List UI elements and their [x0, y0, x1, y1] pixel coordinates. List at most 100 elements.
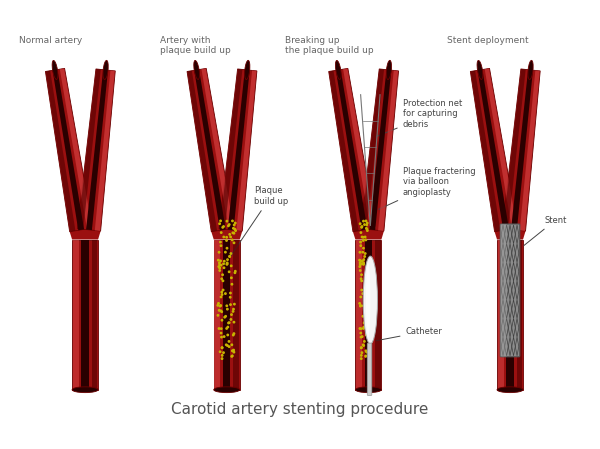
Circle shape [221, 336, 222, 338]
Circle shape [229, 256, 230, 257]
Circle shape [220, 296, 222, 298]
Circle shape [360, 245, 362, 247]
Polygon shape [82, 239, 89, 390]
Circle shape [226, 264, 227, 265]
Circle shape [362, 316, 364, 317]
FancyBboxPatch shape [367, 343, 372, 396]
Circle shape [221, 320, 223, 321]
Ellipse shape [214, 387, 240, 392]
Circle shape [359, 251, 361, 253]
Circle shape [221, 294, 223, 295]
Circle shape [361, 280, 362, 282]
Circle shape [359, 262, 361, 264]
Circle shape [224, 251, 226, 253]
Ellipse shape [355, 387, 382, 392]
Circle shape [361, 336, 363, 337]
Circle shape [226, 328, 227, 329]
Circle shape [362, 260, 363, 262]
Polygon shape [378, 70, 398, 231]
Circle shape [229, 322, 230, 323]
Circle shape [364, 304, 366, 305]
Polygon shape [77, 69, 115, 231]
Circle shape [364, 236, 366, 238]
Circle shape [359, 270, 361, 271]
Circle shape [366, 224, 367, 226]
Circle shape [217, 315, 218, 316]
Circle shape [220, 242, 221, 243]
Ellipse shape [366, 263, 370, 338]
Circle shape [365, 277, 366, 278]
Circle shape [367, 272, 368, 273]
Circle shape [235, 230, 236, 231]
Circle shape [361, 347, 362, 348]
Ellipse shape [335, 61, 341, 79]
Circle shape [230, 304, 231, 305]
Polygon shape [70, 225, 101, 239]
Ellipse shape [103, 60, 108, 79]
Polygon shape [485, 68, 517, 229]
Circle shape [218, 310, 220, 311]
Circle shape [217, 304, 218, 306]
Circle shape [228, 341, 230, 342]
Polygon shape [355, 239, 382, 390]
Circle shape [367, 230, 368, 231]
Circle shape [228, 322, 229, 324]
Circle shape [359, 223, 361, 224]
Circle shape [232, 220, 233, 222]
Polygon shape [194, 70, 226, 230]
Circle shape [233, 333, 235, 335]
Polygon shape [46, 70, 76, 232]
Circle shape [230, 292, 231, 294]
Text: Plaque fractering
via balloon
angioplasty: Plaque fractering via balloon angioplast… [379, 167, 475, 209]
Circle shape [220, 232, 222, 233]
Circle shape [225, 293, 226, 294]
Circle shape [365, 239, 367, 241]
Circle shape [360, 296, 362, 298]
Circle shape [367, 222, 368, 224]
Text: Artery with
plaque build up: Artery with plaque build up [160, 36, 231, 55]
Circle shape [221, 278, 223, 279]
Circle shape [230, 265, 232, 267]
Polygon shape [365, 239, 372, 390]
Circle shape [231, 344, 233, 345]
Circle shape [226, 247, 228, 249]
Circle shape [229, 233, 230, 235]
Polygon shape [73, 239, 79, 390]
Circle shape [223, 263, 224, 264]
Circle shape [362, 344, 364, 346]
Ellipse shape [477, 61, 483, 79]
Polygon shape [356, 239, 362, 390]
Circle shape [366, 333, 367, 335]
Circle shape [363, 247, 364, 249]
Polygon shape [471, 70, 500, 232]
Circle shape [233, 233, 235, 234]
Circle shape [364, 224, 365, 225]
Circle shape [218, 328, 220, 329]
Circle shape [224, 260, 225, 262]
Circle shape [218, 303, 219, 304]
Ellipse shape [72, 387, 98, 392]
Polygon shape [188, 70, 217, 232]
Circle shape [230, 319, 232, 320]
Circle shape [221, 291, 223, 293]
Polygon shape [214, 239, 240, 390]
Circle shape [230, 277, 232, 278]
Circle shape [233, 304, 235, 305]
Ellipse shape [497, 387, 523, 392]
Polygon shape [329, 70, 359, 232]
Polygon shape [228, 70, 250, 230]
Polygon shape [361, 69, 384, 229]
Circle shape [361, 347, 362, 348]
Circle shape [362, 293, 364, 294]
Circle shape [363, 262, 364, 264]
Circle shape [233, 335, 234, 336]
Circle shape [220, 332, 222, 334]
Circle shape [231, 283, 233, 285]
Circle shape [360, 260, 361, 262]
Polygon shape [511, 70, 533, 230]
Circle shape [362, 237, 364, 238]
Circle shape [233, 321, 235, 323]
Polygon shape [78, 69, 101, 229]
Circle shape [362, 328, 364, 329]
Circle shape [226, 305, 227, 307]
